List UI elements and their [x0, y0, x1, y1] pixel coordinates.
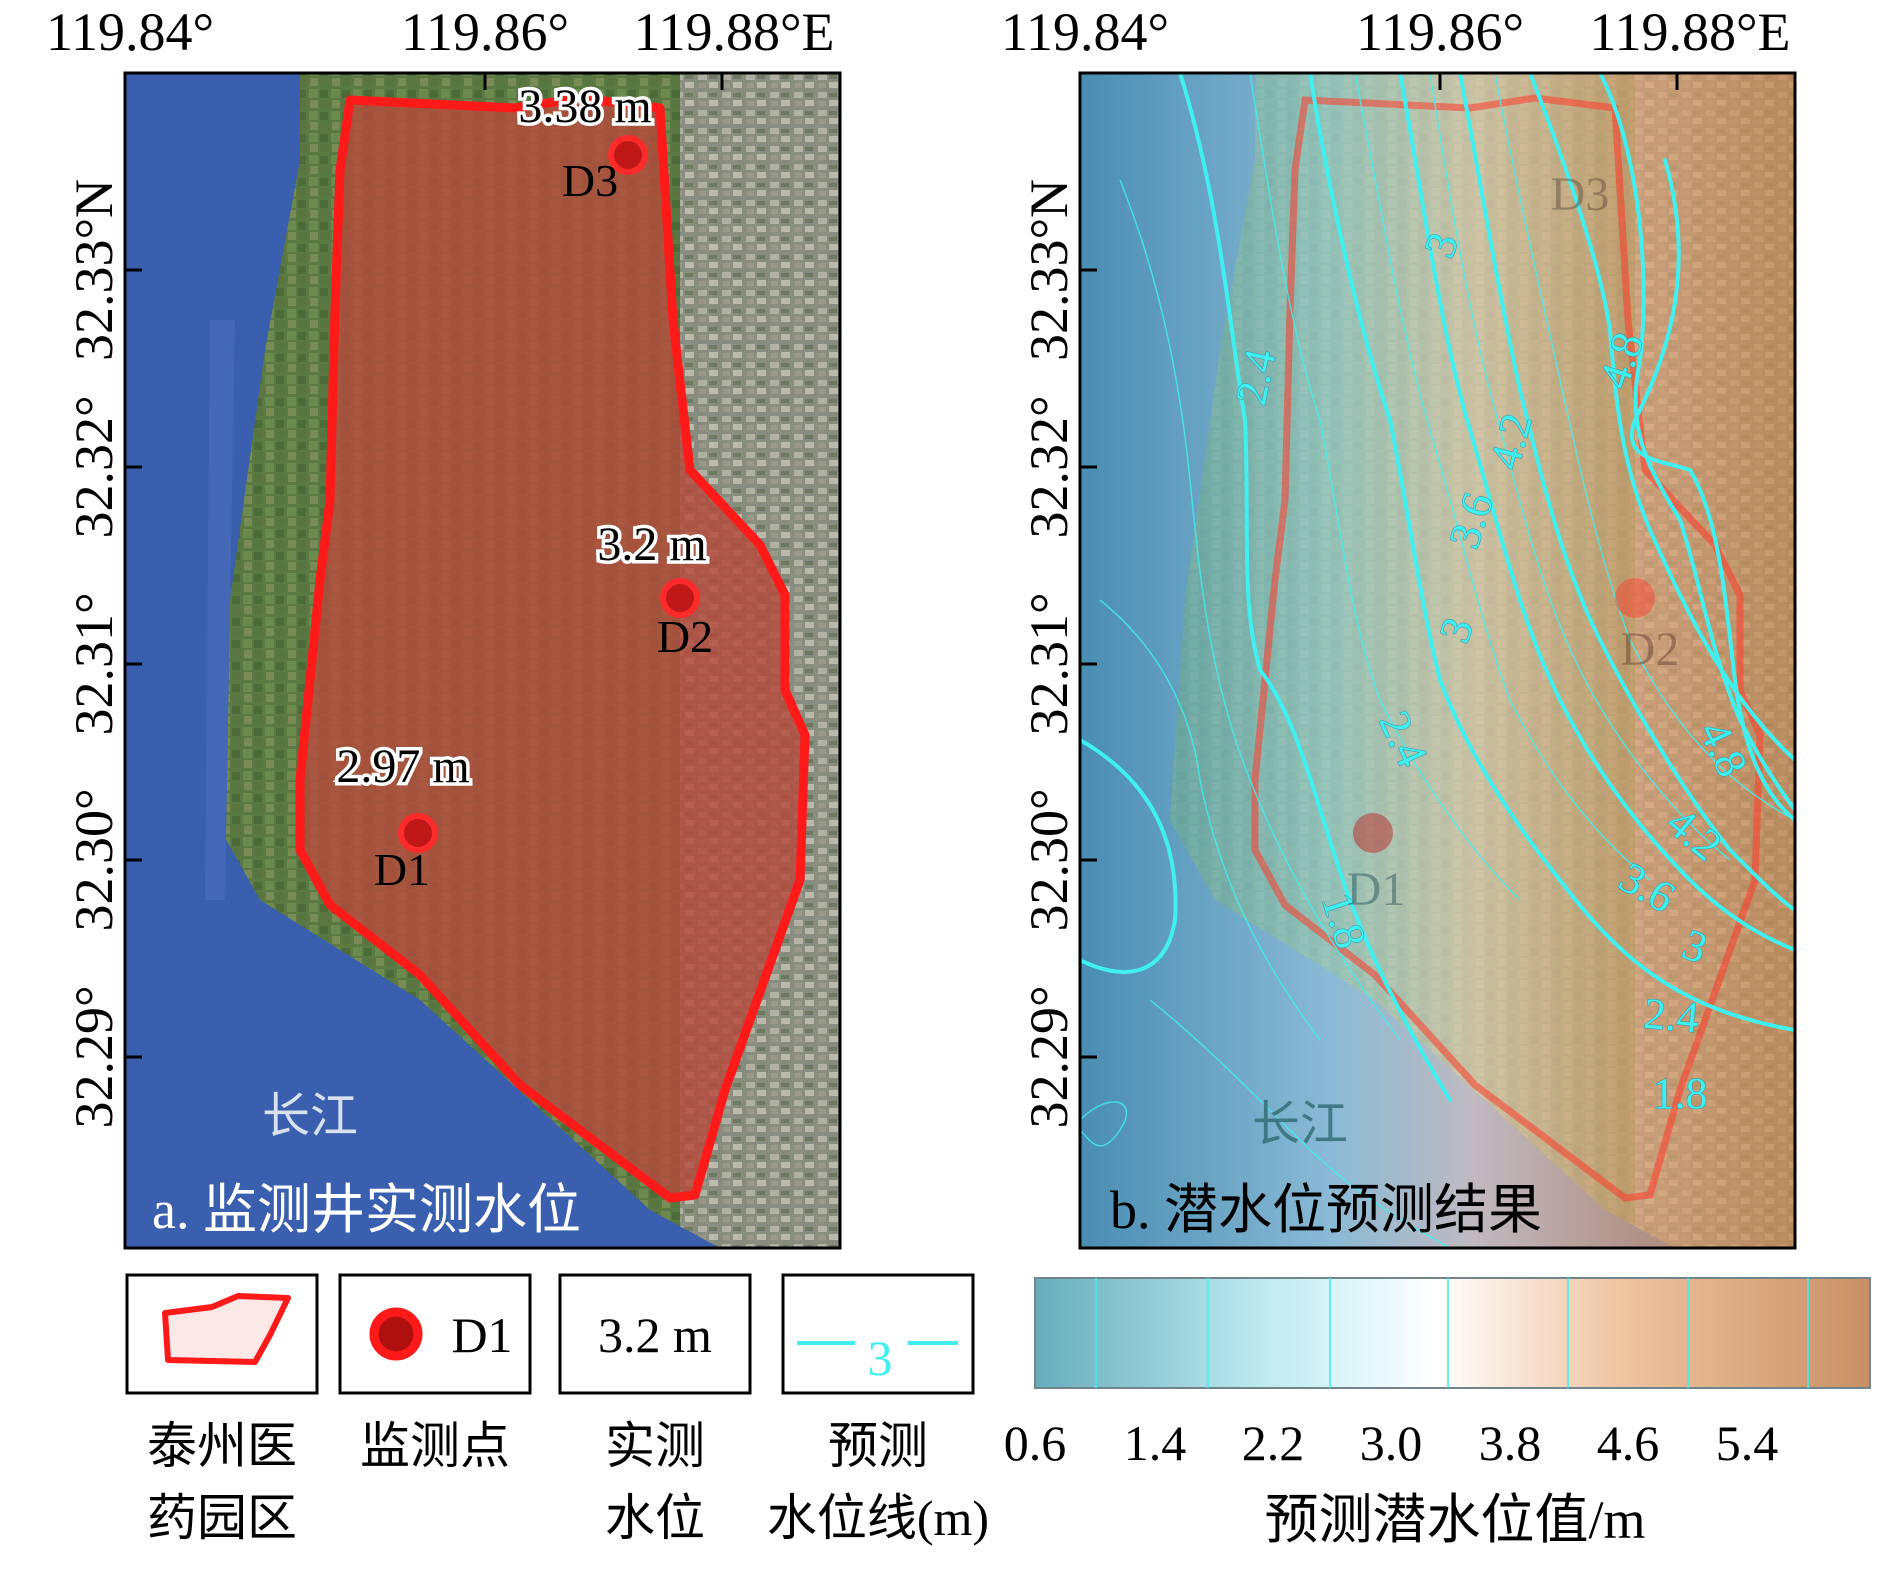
- tick-marks: [125, 73, 724, 1059]
- lon-label: 119.84°: [1001, 2, 1169, 62]
- panel-b-basemap: 2.4 3 4.8 4.2 3.6 3 2.4 1.8 4.8 4.2 3.6 …: [1080, 73, 1795, 1248]
- lon-label: 119.84°: [46, 2, 214, 62]
- panel-caption: b. 潜水位预测结果: [1110, 1180, 1542, 1240]
- river-label: 长江: [262, 1090, 358, 1143]
- river-water: [125, 73, 720, 1248]
- lat-label: 32.30°: [64, 788, 124, 931]
- legend-label: 水位: [605, 1490, 705, 1546]
- colorbar: [1034, 1277, 1871, 1389]
- well-id: D1: [1347, 863, 1406, 916]
- contour-label: 2.4: [1226, 345, 1285, 409]
- colorbar-tick: 3.8: [1479, 1415, 1542, 1471]
- lon-label: 119.86°: [1356, 2, 1524, 62]
- lon-label: 119.88°E: [633, 2, 834, 62]
- colorbar-title: 预测潜水位值/m: [1264, 1490, 1645, 1550]
- colorbar-tick: 3.0: [1360, 1415, 1423, 1471]
- lat-label: 32.30°: [1019, 788, 1079, 931]
- contour-label: 1.8: [1653, 1069, 1708, 1118]
- monitoring-well-d3: D3 3.38 m: [515, 77, 655, 207]
- legend-symbol-text: D1: [451, 1307, 512, 1363]
- lat-label: 32.32°: [64, 395, 124, 538]
- well-level: 3.38 m: [518, 80, 651, 133]
- well-level: 2.97 m: [336, 740, 469, 793]
- lon-label: 119.86°: [401, 2, 569, 62]
- legend-label: 水位线(m): [767, 1490, 989, 1546]
- monitoring-well-d2: D2 3.2 m: [594, 515, 713, 663]
- legend: 泰州医 药园区 D1 监测点 3.2 m 实测 水位 3 预测 水位线(m): [125, 1273, 1871, 1550]
- legend-label: 监测点: [360, 1418, 510, 1474]
- well-id: D2: [1621, 623, 1680, 676]
- prediction-surface: [1080, 73, 1795, 1248]
- colorbar-tick: 4.6: [1597, 1415, 1660, 1471]
- lat-label: 32.31°: [64, 592, 124, 735]
- well-level: 3.2 m: [597, 518, 706, 571]
- faded-wells: D1 D2 D3: [1347, 168, 1680, 916]
- well-id: D3: [1551, 168, 1610, 221]
- well-symbol: [369, 1307, 423, 1361]
- lat-label: 32.29°: [64, 985, 124, 1128]
- legend-symbol-text: 3: [868, 1330, 893, 1386]
- park-symbol: [162, 1293, 291, 1365]
- lat-label: 32.33°N: [1019, 179, 1079, 361]
- lat-label: 32.29°: [1019, 985, 1079, 1128]
- lat-label: 32.31°: [1019, 592, 1079, 735]
- panel-a: 119.84° 119.86° 119.88°E 32.33°N 32.32° …: [46, 2, 842, 1250]
- legend-label: 泰州医: [147, 1418, 297, 1474]
- legend-label: 实测: [605, 1418, 705, 1474]
- river-label: 长江: [1252, 1098, 1348, 1151]
- lat-label: 32.32°: [1019, 395, 1079, 538]
- lon-label: 119.88°E: [1589, 2, 1790, 62]
- colorbar-tick: 0.6: [1004, 1415, 1067, 1471]
- legend-label: 预测: [828, 1418, 928, 1474]
- colorbar-dividers: [1095, 1278, 1809, 1388]
- panel-b: 2.4 3 4.8 4.2 3.6 3 2.4 1.8 4.8 4.2 3.6 …: [1001, 2, 1797, 1250]
- panel-caption: a. 监测井实测水位: [152, 1180, 581, 1240]
- legend-label: 药园区: [147, 1490, 297, 1546]
- well-id: D2: [657, 611, 713, 662]
- tick-marks: [1080, 73, 1679, 1059]
- lat-label: 32.33°N: [64, 179, 124, 361]
- colorbar-tick: 1.4: [1124, 1415, 1187, 1471]
- colorbar-tick: 5.4: [1716, 1415, 1779, 1471]
- colorbar-tick: 2.2: [1242, 1415, 1305, 1471]
- legend-well: D1 监测点: [338, 1273, 532, 1474]
- legend-park: 泰州医 药园区: [125, 1273, 319, 1546]
- contour-lines: [1080, 73, 1795, 1102]
- well-id: D3: [562, 155, 618, 206]
- monitoring-well-d1: D1 2.97 m: [333, 737, 473, 896]
- park-boundary: [295, 93, 810, 1203]
- park-boundary-faded: [1251, 94, 1764, 1202]
- legend-contour: 3 预测 水位线(m): [767, 1273, 989, 1546]
- well-id: D1: [374, 844, 430, 895]
- legend-colorbar: 0.6 1.4 2.2 3.0 3.8 4.6 5.4 预测潜水位值/m: [1004, 1277, 1871, 1550]
- legend-symbol-text: 3.2 m: [598, 1307, 712, 1363]
- minor-contour-lines: [1080, 73, 1795, 1248]
- legend-measured: 3.2 m 实测 水位: [558, 1273, 752, 1546]
- contour-label: 2.4: [1642, 989, 1701, 1043]
